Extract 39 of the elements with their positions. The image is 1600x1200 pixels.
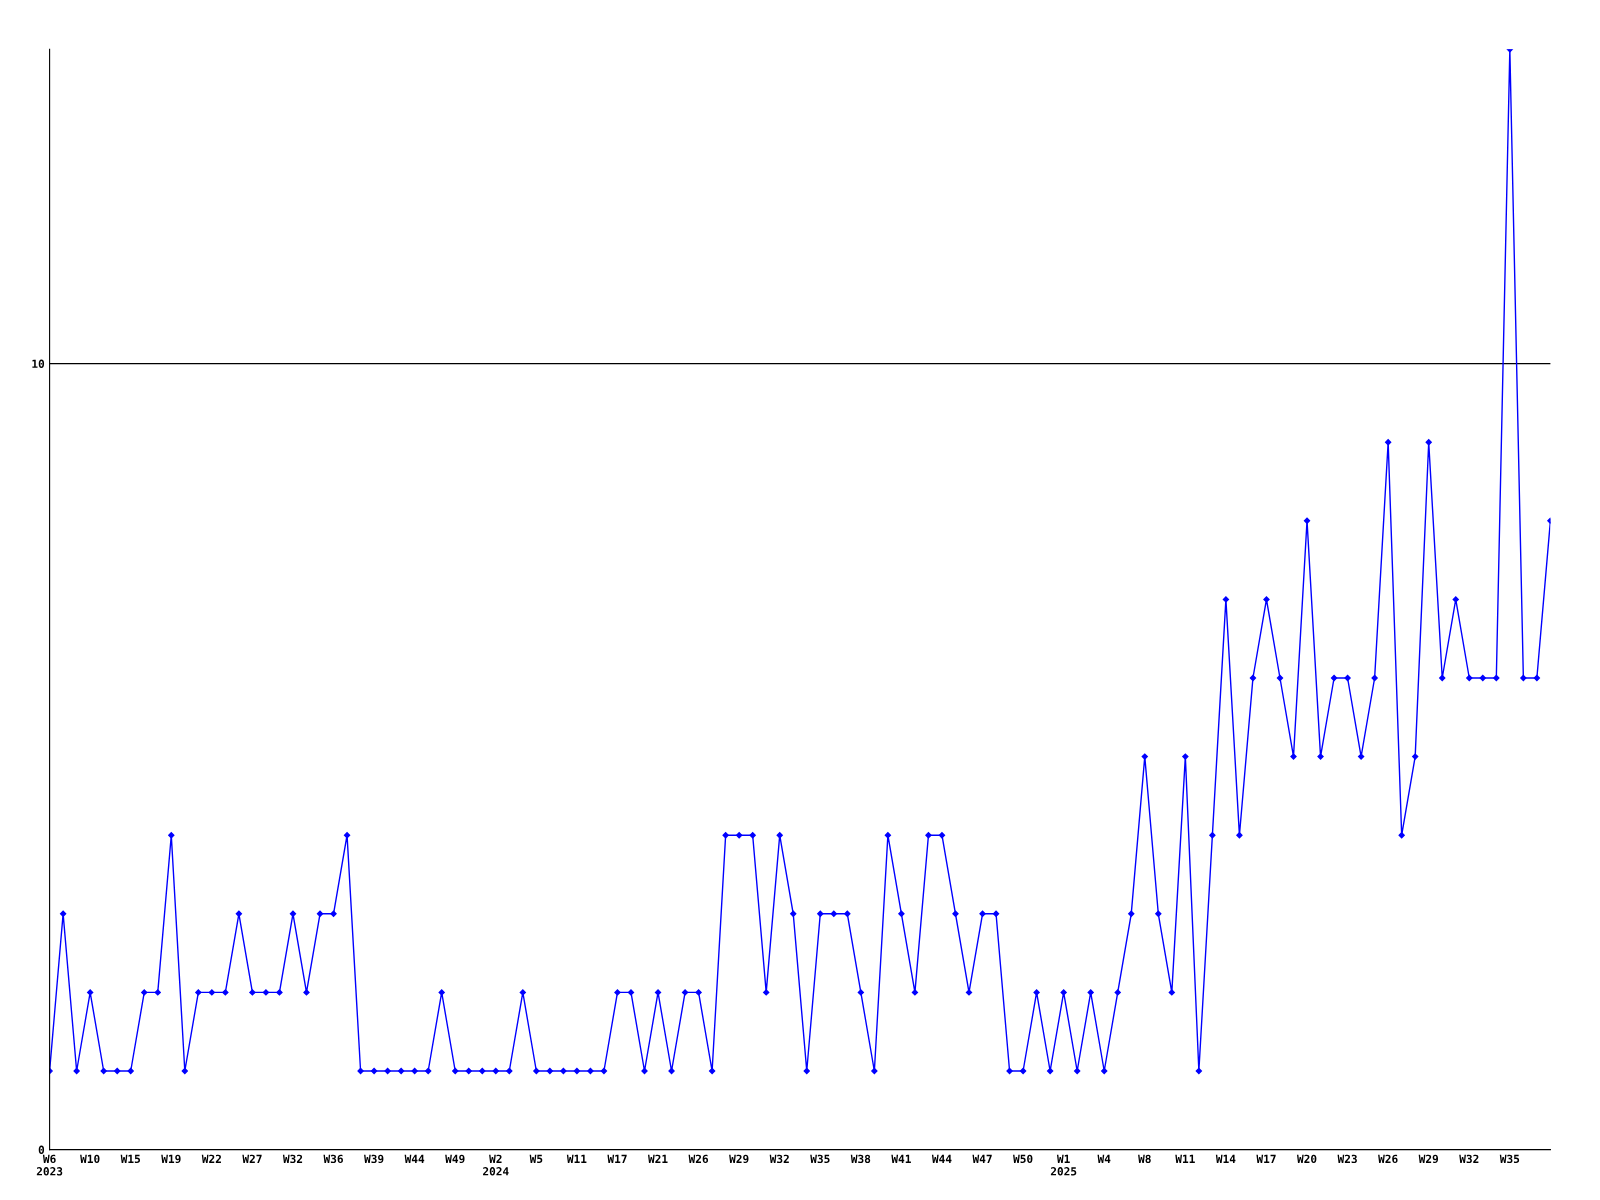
x-tick-label: W27 bbox=[242, 1154, 262, 1163]
x-tick-label: W47 bbox=[972, 1154, 992, 1163]
x-tick-label: W26 bbox=[1378, 1154, 1398, 1164]
x-tick-label: W19 bbox=[161, 1154, 181, 1164]
x-tick-label: W4 bbox=[1097, 1154, 1111, 1163]
x-tick-label: W11 bbox=[566, 1154, 587, 1163]
x-tick-label: W14 bbox=[1215, 1154, 1236, 1163]
x-tick-label: W29 bbox=[729, 1154, 749, 1164]
x-tick-label: W2 2024 bbox=[483, 1154, 509, 1176]
x-tick-label: W10 bbox=[80, 1154, 100, 1164]
x-tick-label: W11 bbox=[1175, 1154, 1195, 1163]
x-tick-label: W41 bbox=[891, 1154, 911, 1163]
x-tick-label: W39 bbox=[364, 1154, 384, 1164]
x-tick-label: W38 bbox=[850, 1154, 871, 1164]
x-tick-label: W17 bbox=[1256, 1154, 1276, 1163]
x-tick-label: W26 bbox=[688, 1154, 709, 1164]
x-tick-label: W32 bbox=[769, 1154, 789, 1164]
x-tick-label: W49 bbox=[445, 1154, 465, 1164]
x-tick-label: W35 bbox=[1499, 1154, 1520, 1164]
x-tick-label: W50 bbox=[1013, 1154, 1033, 1164]
x-tick-label: W17 bbox=[607, 1154, 627, 1163]
x-tick-label: W8 bbox=[1138, 1154, 1151, 1164]
x-tick-label: W32 bbox=[1459, 1154, 1479, 1164]
x-tick-label: W1 2025 bbox=[1050, 1154, 1077, 1176]
x-tick-label: W23 bbox=[1337, 1154, 1357, 1164]
x-tick-label: W5 bbox=[529, 1154, 543, 1164]
x-tick-label: W22 bbox=[201, 1154, 221, 1163]
x-tick-label: W44 bbox=[931, 1154, 952, 1163]
x-tick-label: W29 bbox=[1418, 1154, 1439, 1164]
x-tick-label: W20 bbox=[1296, 1154, 1317, 1164]
x-tick-label: W36 bbox=[323, 1154, 343, 1164]
x-tick-label: W6 2023 bbox=[36, 1154, 63, 1176]
y-tick-label: 10 bbox=[32, 359, 45, 368]
x-tick-label: W15 bbox=[120, 1154, 141, 1164]
x-tick-label: W35 bbox=[810, 1154, 830, 1164]
x-tick-label: W21 bbox=[648, 1154, 668, 1163]
y-tick-label: 0 bbox=[38, 1145, 45, 1154]
x-tick-label: W44 bbox=[404, 1154, 425, 1163]
x-tick-label: W32 bbox=[282, 1154, 303, 1164]
